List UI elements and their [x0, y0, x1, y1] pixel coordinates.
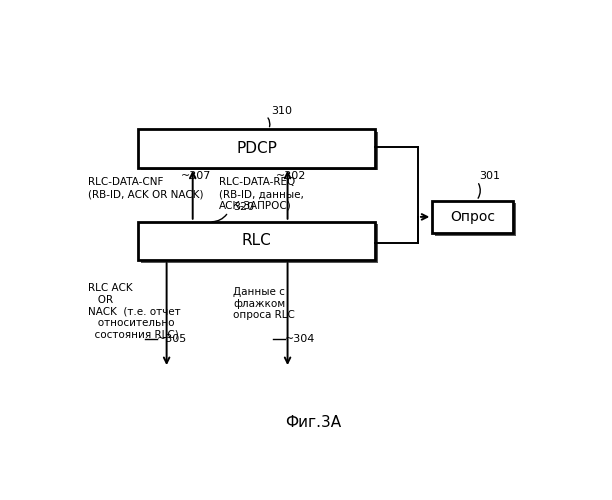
Bar — [432, 200, 513, 233]
Text: 310: 310 — [271, 106, 292, 116]
Bar — [435, 203, 516, 235]
Text: RLC ACK
   OR
NACK  (т.е. отчет
   относительно
  состояния RLC): RLC ACK OR NACK (т.е. отчет относительно… — [88, 284, 181, 340]
Text: ~304: ~304 — [285, 334, 316, 344]
Text: Данные с
флажком
опроса RLC: Данные с флажком опроса RLC — [233, 287, 295, 320]
Bar — [141, 224, 378, 262]
Text: RLC-DATA-CNF
(RB-ID, ACK OR NACK): RLC-DATA-CNF (RB-ID, ACK OR NACK) — [88, 178, 204, 199]
Text: ~307: ~307 — [181, 172, 211, 181]
Text: Опрос: Опрос — [450, 210, 495, 224]
Bar — [141, 132, 378, 170]
Text: Фиг.3A: Фиг.3A — [286, 414, 341, 430]
Text: 320: 320 — [233, 202, 254, 212]
Text: RLC: RLC — [242, 234, 272, 248]
Text: ~302: ~302 — [276, 172, 306, 181]
Text: PDCP: PDCP — [236, 141, 277, 156]
Text: ~305: ~305 — [157, 334, 187, 344]
Bar — [138, 130, 375, 168]
Bar — [138, 222, 375, 260]
Text: RLC-DATA-REQ
(RB-ID, данные,
АСК-ЗАПРОС): RLC-DATA-REQ (RB-ID, данные, АСК-ЗАПРОС) — [219, 178, 304, 210]
Text: 301: 301 — [480, 172, 501, 181]
